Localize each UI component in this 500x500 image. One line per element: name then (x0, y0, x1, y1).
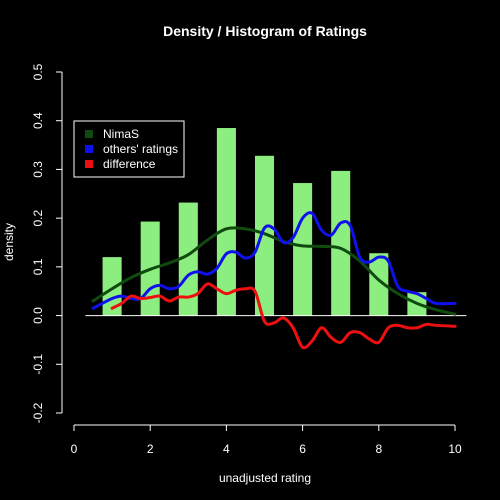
x-axis-label: unadjusted rating (219, 471, 311, 485)
series-line-1 (91, 226, 457, 316)
legend-swatch-2 (85, 145, 93, 153)
histogram-bar-5 (254, 155, 275, 316)
y-tick-label-4: 0.2 (31, 209, 45, 226)
legend-label-2: others' ratings (103, 142, 178, 156)
histogram-bar-6 (293, 183, 313, 316)
y-tick-label-7: 0.5 (31, 63, 45, 80)
x-tick-label-2: 2 (147, 442, 154, 456)
y-tick-label-6: 0.4 (31, 112, 45, 129)
y-tick-label-5: 0.3 (31, 161, 45, 178)
histogram-bar-7 (331, 170, 351, 316)
plot-area (85, 128, 467, 350)
y-tick-label-2: 0.0 (31, 307, 45, 324)
x-tick-label-8: 8 (375, 442, 382, 456)
histogram-bar-4 (216, 128, 236, 316)
legend-label-1: NimaS (103, 127, 139, 141)
y-tick-label-0: -0.2 (31, 402, 45, 423)
x-tick-label-0: 0 (71, 442, 78, 456)
y-tick-label-3: 0.1 (31, 258, 45, 275)
x-tick-label-4: 4 (223, 442, 230, 456)
legend-swatch-1 (85, 130, 93, 138)
series-line-2 (91, 211, 457, 310)
histogram-bar-3 (178, 202, 198, 316)
legend-swatch-3 (85, 160, 93, 168)
axes: 0 2 4 6 8 10 -0.2 -0.1 0.0 0.1 0.2 0.3 0.4 0.5 (31, 63, 462, 456)
x-tick-label-10: 10 (448, 442, 462, 456)
chart-title: Density / Histogram of Ratings (163, 23, 367, 39)
y-tick-label-1: -0.1 (31, 354, 45, 375)
legend-label-3: difference (103, 157, 156, 171)
y-axis-label: density (2, 223, 16, 261)
series-line-3 (110, 282, 457, 350)
histogram-bar-8 (369, 253, 389, 316)
x-tick-label-6: 6 (299, 442, 306, 456)
